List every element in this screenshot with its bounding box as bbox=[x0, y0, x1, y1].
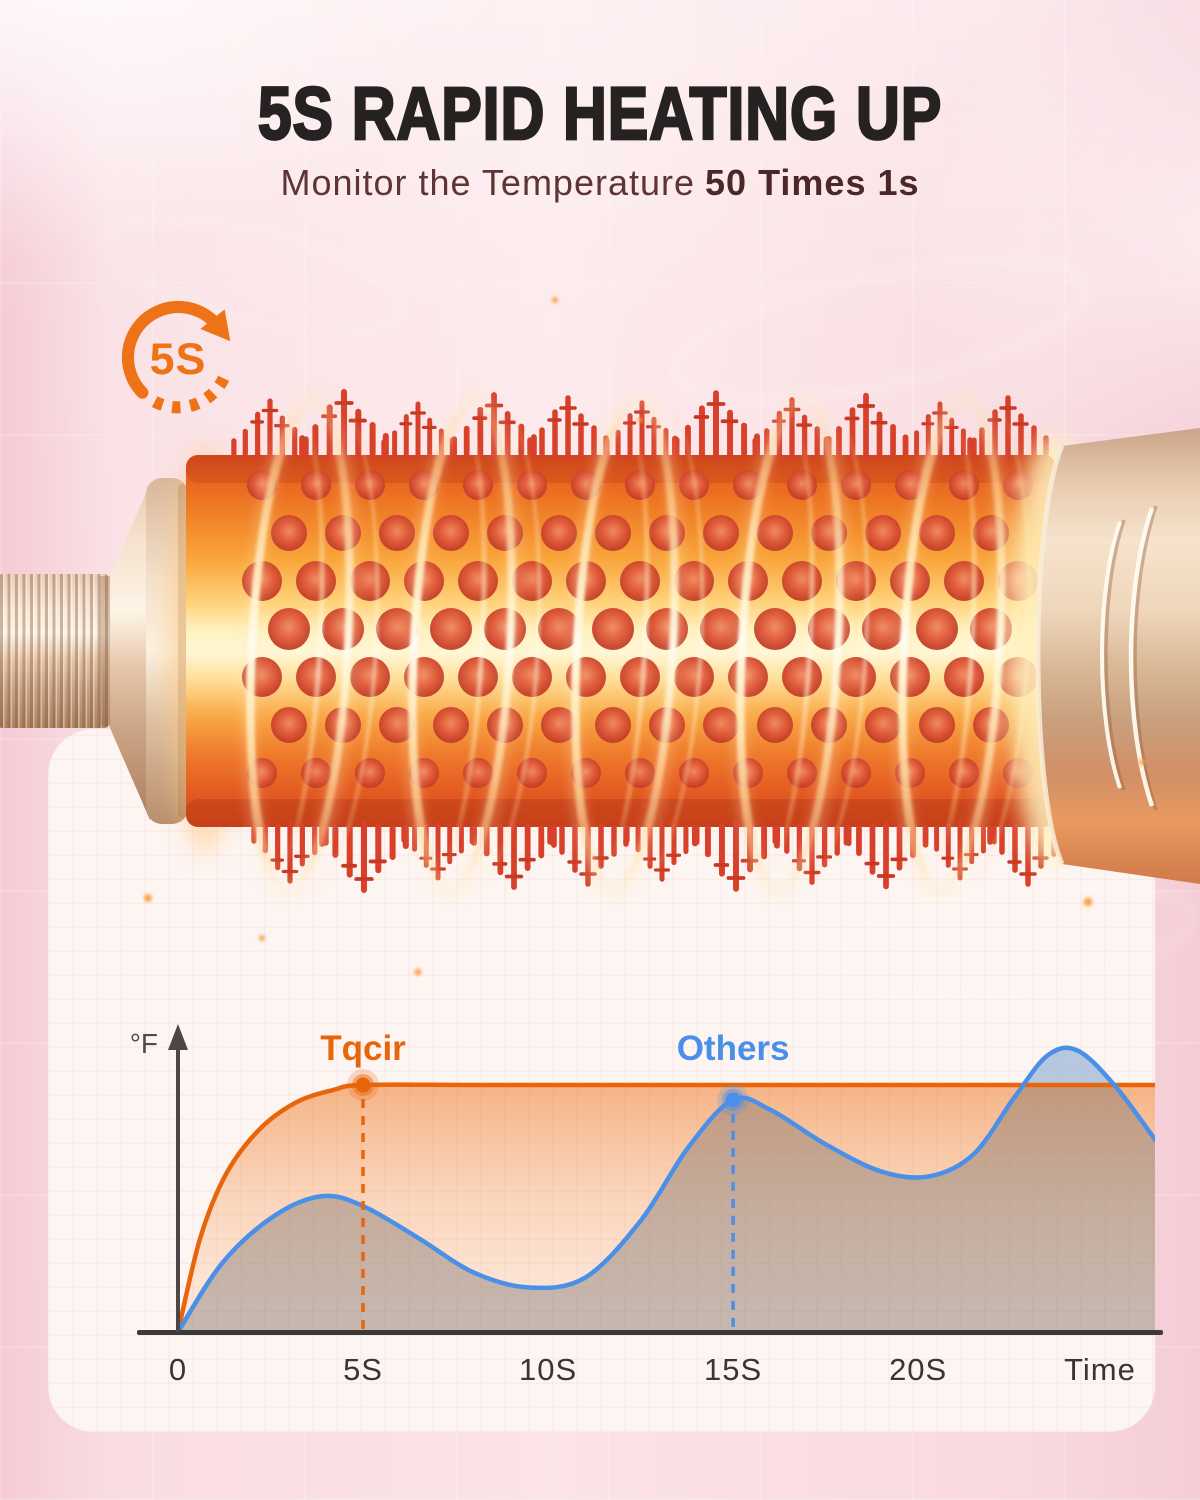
others-area-fill bbox=[178, 1047, 1155, 1332]
barrel-hole bbox=[865, 707, 901, 743]
x-tick-label: 10S bbox=[519, 1352, 577, 1387]
left-knob bbox=[0, 574, 112, 728]
tqcir-marker bbox=[355, 1077, 371, 1093]
glow-ring-group bbox=[730, 389, 870, 902]
barrel-hole bbox=[620, 657, 660, 697]
barrel-hole bbox=[674, 657, 714, 697]
heat-glow-rings bbox=[240, 389, 1032, 902]
clockwise-timer-arrow-icon bbox=[121, 300, 230, 414]
x-axis-line bbox=[137, 1330, 1163, 1335]
header: 5S RAPID HEATING UP Monitor the Temperat… bbox=[0, 0, 1200, 204]
chart-lines bbox=[178, 1045, 1155, 1332]
arrow-head bbox=[200, 309, 231, 342]
barrel-hole bbox=[841, 470, 871, 500]
barrel-hole bbox=[512, 657, 552, 697]
barrel-hole bbox=[592, 608, 634, 650]
handle-connector bbox=[1035, 428, 1200, 884]
barrel-hole bbox=[595, 515, 631, 551]
barrel-hole bbox=[350, 657, 390, 697]
barrel-hole bbox=[919, 707, 955, 743]
barrel-hole bbox=[757, 707, 793, 743]
barrel-hole bbox=[296, 561, 336, 601]
x-tick-label: 15S bbox=[704, 1352, 762, 1387]
barrel-hole bbox=[919, 515, 955, 551]
barrel-hole bbox=[620, 561, 660, 601]
tqcir-series-label: Tqcir bbox=[320, 1029, 406, 1068]
others-series-label: Others bbox=[677, 1029, 790, 1068]
x-tick-label: 20S bbox=[889, 1352, 947, 1387]
barrel-hole bbox=[865, 515, 901, 551]
barrel-hole bbox=[916, 608, 958, 650]
glow-ring bbox=[410, 390, 542, 902]
badge-label: 5S bbox=[150, 334, 207, 384]
x-tick-label: 0 bbox=[169, 1352, 187, 1387]
subtitle-bold: 50 Times 1s bbox=[705, 162, 920, 203]
page-subtitle: Monitor the Temperature 50 Times 1s bbox=[0, 162, 1200, 204]
x-tick-label: 5S bbox=[343, 1352, 383, 1387]
glow-ring-group bbox=[240, 389, 380, 902]
smoke-swirls bbox=[105, 214, 1198, 1000]
barrel-hole bbox=[703, 707, 739, 743]
chart-fills bbox=[178, 1047, 1155, 1332]
barrel-hole bbox=[625, 470, 655, 500]
page-title: 5S RAPID HEATING UP bbox=[257, 71, 943, 155]
tqcir-line bbox=[178, 1082, 1155, 1332]
barrel-hole bbox=[433, 515, 469, 551]
barrel-hole bbox=[512, 561, 552, 601]
others-marker bbox=[725, 1092, 741, 1108]
glow-ring-group bbox=[565, 389, 705, 902]
barrel-hole bbox=[379, 515, 415, 551]
barrel-hole bbox=[703, 515, 739, 551]
barrel-hole bbox=[433, 707, 469, 743]
glow-ring bbox=[573, 390, 705, 902]
y-axis-arrow bbox=[168, 1024, 188, 1050]
barrel-hole bbox=[271, 707, 307, 743]
barrel-hole bbox=[595, 707, 631, 743]
barrel-hole bbox=[268, 608, 310, 650]
glow-ring-group bbox=[402, 389, 542, 902]
barrel-hole bbox=[700, 608, 742, 650]
y-axis-unit-label: °F bbox=[130, 1028, 158, 1059]
barrel-hole bbox=[757, 515, 793, 551]
barrel-hole bbox=[541, 515, 577, 551]
barrel-hole bbox=[862, 608, 904, 650]
x-axis-time-label: Time bbox=[1064, 1352, 1136, 1387]
subtitle-regular: Monitor the Temperature bbox=[280, 162, 696, 203]
glow-ring bbox=[248, 390, 380, 902]
barrel-hole bbox=[350, 561, 390, 601]
barrel-hole bbox=[754, 608, 796, 650]
barrel-hole bbox=[458, 561, 498, 601]
barrel-hole bbox=[430, 608, 472, 650]
5s-timer-badge: 5S bbox=[121, 300, 231, 414]
tqcir-area-fill bbox=[178, 1084, 1155, 1332]
barrel-hole bbox=[782, 657, 822, 697]
others-line bbox=[178, 1045, 1155, 1332]
sparks bbox=[144, 297, 1145, 976]
barrel-hole bbox=[271, 515, 307, 551]
barrel-hole bbox=[944, 657, 984, 697]
glow-ring bbox=[738, 390, 870, 902]
